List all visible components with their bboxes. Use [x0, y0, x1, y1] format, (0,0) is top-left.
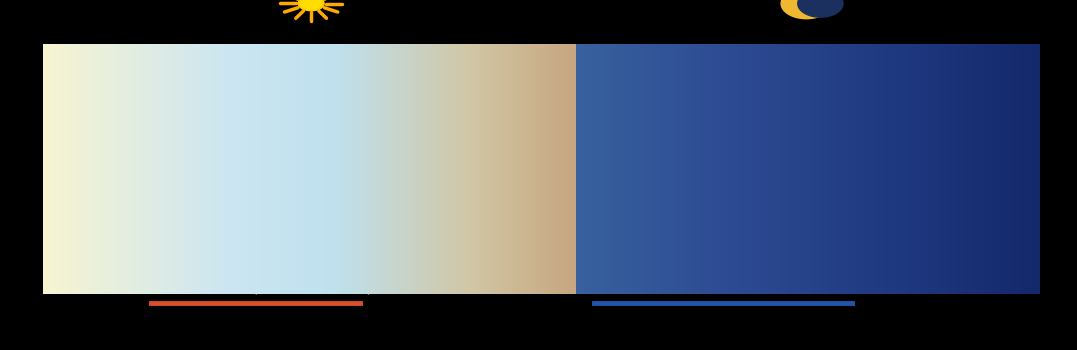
Text: 9 pm: 9 pm	[575, 260, 610, 273]
Polygon shape	[798, 0, 843, 17]
Text: Wind down,
dim lights: Wind down, dim lights	[607, 187, 685, 215]
Text: Melatonin & Growth Hormones Release: Melatonin & Growth Hormones Release	[578, 282, 851, 296]
Text: Psychological
repair: Psychological repair	[813, 193, 904, 221]
Text: 12 pm: 12 pm	[350, 111, 393, 124]
Text: Physical
repair: Physical repair	[732, 139, 786, 167]
Polygon shape	[781, 0, 831, 19]
Text: 9 am: 9 am	[246, 186, 279, 199]
Bar	[168, 76, 940, 268]
Text: Cortisol Release (Stress hormone): Cortisol Release (Stress hormone)	[137, 282, 374, 296]
Text: 3 am: 3 am	[876, 204, 909, 217]
Polygon shape	[300, 0, 321, 9]
Text: 3 pm: 3 pm	[494, 187, 528, 200]
Polygon shape	[298, 0, 324, 11]
